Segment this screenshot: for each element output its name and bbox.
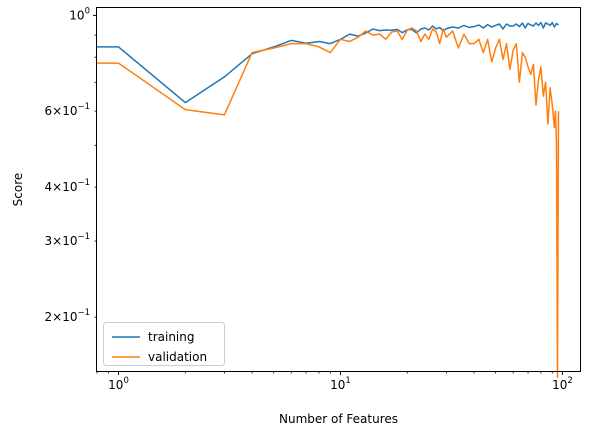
x-tick-label: 102 bbox=[552, 376, 573, 392]
axes-frame bbox=[96, 7, 581, 372]
legend: training validation bbox=[103, 322, 225, 366]
axis-ticks: 100 101 102 100 6×10−1 4×10−1 3×10−1 2×10−1 bbox=[45, 6, 573, 392]
y-tick-label: 4×10−1 bbox=[45, 178, 91, 194]
legend-box bbox=[103, 322, 225, 366]
y-tick-label: 2×10−1 bbox=[45, 308, 91, 324]
y-tick-label: 100 bbox=[69, 6, 90, 22]
series-line-training bbox=[97, 21, 559, 104]
plot-lines bbox=[97, 21, 560, 379]
y-axis-label: Score bbox=[11, 173, 25, 207]
y-tick-label: 6×10−1 bbox=[45, 102, 91, 118]
series-line-validation bbox=[97, 27, 560, 379]
legend-label-training: training bbox=[148, 330, 195, 344]
x-tick-label: 101 bbox=[330, 376, 351, 392]
x-axis-label: Number of Features bbox=[279, 412, 398, 426]
y-tick-label: 3×10−1 bbox=[45, 232, 91, 248]
legend-label-validation: validation bbox=[148, 350, 207, 364]
x-tick-label: 100 bbox=[108, 376, 129, 392]
